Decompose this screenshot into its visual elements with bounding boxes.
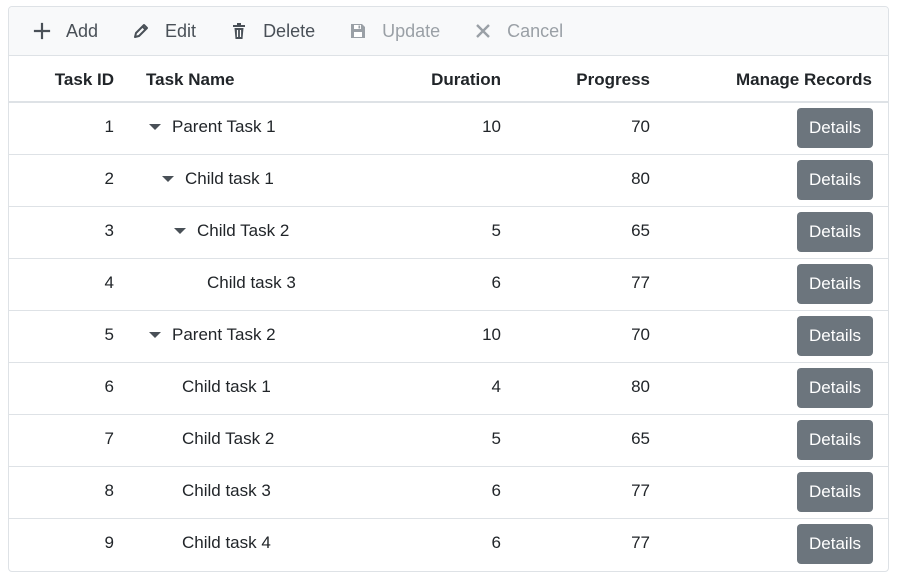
header-manage-records[interactable]: Manage Records (735, 70, 872, 89)
details-button[interactable]: Details (797, 368, 873, 408)
task-name-text: Parent Task 2 (172, 325, 276, 344)
edit-button[interactable]: Edit (132, 7, 196, 55)
table-row[interactable]: 7 Child Task 2 5 65 Details (9, 415, 888, 467)
duration-cell: 5 (491, 429, 501, 448)
trash-icon (230, 22, 248, 40)
task-name-cell: Child Task 2 (182, 429, 274, 449)
task-name-text: Child task 4 (182, 533, 271, 552)
task-name-cell: Child task 4 (182, 533, 271, 553)
task-name-cell: Child Task 2 (174, 221, 289, 241)
save-icon (349, 22, 367, 40)
close-icon (474, 22, 492, 40)
progress-cell: 77 (631, 273, 650, 292)
toolbar: Add Edit Delete Update Cancel (9, 7, 888, 56)
table-row[interactable]: 2 Child task 1 80 Details (9, 155, 888, 207)
task-id-cell: 8 (104, 481, 114, 500)
update-label: Update (382, 20, 441, 41)
duration-cell: 5 (491, 221, 501, 240)
task-name-cell: Parent Task 2 (149, 325, 276, 345)
task-name-cell: Child task 1 (162, 169, 274, 189)
details-button[interactable]: Details (797, 472, 873, 512)
table-row[interactable]: 4 Child task 3 6 77 Details (9, 259, 888, 311)
task-id-cell: 1 (104, 117, 114, 136)
add-label: Add (66, 20, 99, 41)
details-button[interactable]: Details (797, 108, 873, 148)
details-button[interactable]: Details (797, 316, 873, 356)
cancel-button[interactable]: Cancel (474, 7, 563, 55)
add-button[interactable]: Add (33, 7, 98, 55)
table-row[interactable]: 8 Child task 3 6 77 Details (9, 467, 888, 519)
task-name-text: Child task 1 (185, 169, 274, 188)
task-id-cell: 3 (104, 221, 114, 240)
header-task-name[interactable]: Task Name (146, 70, 235, 89)
progress-cell: 77 (631, 533, 650, 552)
task-id-cell: 4 (104, 273, 114, 292)
edit-label: Edit (165, 20, 197, 41)
task-id-cell: 2 (104, 169, 114, 188)
task-name-cell: Child task 1 (182, 377, 271, 397)
duration-cell: 4 (491, 377, 501, 396)
plus-icon (33, 22, 51, 40)
duration-cell: 10 (482, 325, 501, 344)
expand-caret-icon[interactable] (149, 332, 161, 338)
tree-grid: Add Edit Delete Update Cancel (8, 6, 889, 572)
task-name-text: Child task 3 (207, 273, 296, 292)
table-row[interactable]: 1 Parent Task 1 10 70 Details (9, 103, 888, 155)
task-id-cell: 7 (104, 429, 114, 448)
table-row[interactable]: 5 Parent Task 2 10 70 Details (9, 311, 888, 363)
details-button[interactable]: Details (797, 264, 873, 304)
progress-cell: 70 (631, 325, 650, 344)
task-name-text: Child Task 2 (182, 429, 275, 448)
duration-cell: 10 (482, 117, 501, 136)
task-name-text: Parent Task 1 (172, 117, 276, 136)
duration-cell: 6 (491, 533, 501, 552)
grid-body: 1 Parent Task 1 10 70 Details 2 Child ta… (9, 103, 888, 571)
progress-cell: 65 (631, 221, 650, 240)
header-duration[interactable]: Duration (431, 70, 501, 89)
progress-cell: 65 (631, 429, 650, 448)
pencil-icon (132, 22, 150, 40)
details-button[interactable]: Details (797, 160, 873, 200)
table-row[interactable]: 6 Child task 1 4 80 Details (9, 363, 888, 415)
task-id-cell: 5 (104, 325, 114, 344)
cancel-label: Cancel (507, 20, 564, 41)
task-id-cell: 6 (104, 377, 114, 396)
delete-button[interactable]: Delete (230, 7, 315, 55)
delete-label: Delete (263, 20, 316, 41)
task-name-cell: Child task 3 (207, 273, 296, 293)
task-name-text: Child task 1 (182, 377, 271, 396)
details-button[interactable]: Details (797, 420, 873, 460)
task-id-cell: 9 (104, 533, 114, 552)
expand-caret-icon[interactable] (149, 124, 161, 130)
details-button[interactable]: Details (797, 212, 873, 252)
update-button[interactable]: Update (349, 7, 440, 55)
expand-caret-icon[interactable] (162, 176, 174, 182)
header-progress[interactable]: Progress (576, 70, 650, 89)
table-row[interactable]: 3 Child Task 2 5 65 Details (9, 207, 888, 259)
grid-header: Task ID Task Name Duration Progress Mana… (9, 56, 888, 103)
progress-cell: 77 (631, 481, 650, 500)
task-name-cell: Child task 3 (182, 481, 271, 501)
task-name-text: Child task 3 (182, 481, 271, 500)
progress-cell: 70 (631, 117, 650, 136)
duration-cell: 6 (491, 273, 501, 292)
progress-cell: 80 (631, 377, 650, 396)
task-name-cell: Parent Task 1 (149, 117, 276, 137)
table-row[interactable]: 9 Child task 4 6 77 Details (9, 519, 888, 571)
duration-cell: 6 (491, 481, 501, 500)
task-name-text: Child Task 2 (197, 221, 290, 240)
expand-caret-icon[interactable] (174, 228, 186, 234)
header-task-id[interactable]: Task ID (54, 70, 114, 89)
progress-cell: 80 (631, 169, 650, 188)
details-button[interactable]: Details (797, 524, 873, 564)
